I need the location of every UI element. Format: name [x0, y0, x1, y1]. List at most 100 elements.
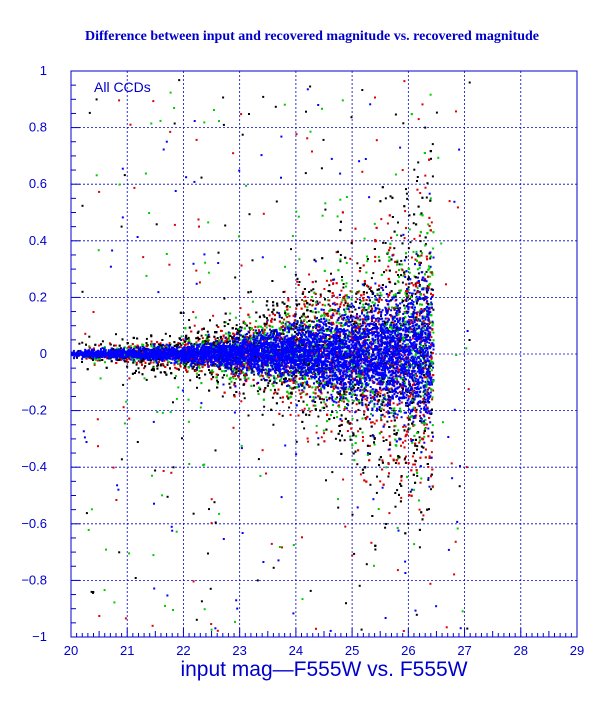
data-point: [272, 424, 274, 426]
cloud-point: [179, 343, 181, 345]
cloud-point: [419, 267, 421, 269]
cloud-point: [285, 323, 287, 325]
cloud-point: [372, 272, 374, 274]
cloud-point: [413, 251, 415, 253]
cloud-point: [399, 263, 401, 265]
cloud-point: [182, 343, 184, 345]
data-point: [317, 444, 319, 446]
cloud-point: [416, 475, 418, 477]
cloud-point: [231, 373, 233, 375]
cloud-point: [336, 411, 338, 413]
cloud-point: [365, 309, 367, 311]
cloud-point: [281, 317, 283, 319]
cloud-point: [409, 228, 411, 230]
cloud-point: [419, 436, 421, 438]
cloud-point: [391, 412, 393, 414]
cloud-point: [427, 466, 429, 468]
cloud-point: [330, 273, 332, 275]
cloud-point: [419, 546, 421, 548]
cloud-point: [275, 378, 277, 380]
cloud-point: [410, 241, 412, 243]
cloud-point: [387, 266, 389, 268]
cloud-point: [290, 402, 292, 404]
data-point: [250, 291, 252, 293]
cloud-point: [182, 339, 184, 341]
data-point: [98, 345, 100, 347]
data-point: [323, 432, 325, 434]
cloud-point: [432, 424, 434, 426]
cloud-point: [304, 408, 306, 410]
data-point: [306, 404, 308, 406]
cloud-point: [359, 302, 361, 304]
cloud-point: [428, 265, 430, 267]
data-point: [222, 395, 224, 397]
cloud-point: [250, 335, 252, 337]
cloud-point: [273, 375, 275, 377]
cloud-point: [335, 438, 337, 440]
cloud-point: [235, 328, 237, 330]
data-point: [295, 274, 297, 276]
cloud-point: [404, 440, 406, 442]
cloud-point: [418, 442, 420, 444]
cloud-point: [284, 310, 286, 312]
cloud-point: [325, 396, 327, 398]
cloud-point: [416, 180, 418, 182]
cloud-point: [387, 476, 389, 478]
data-point: [407, 523, 409, 525]
cloud-point: [339, 313, 341, 315]
cloud-point: [406, 343, 408, 345]
cloud-point: [416, 445, 418, 447]
data-point: [188, 319, 190, 321]
cloud-point: [423, 294, 425, 296]
cloud-point: [430, 336, 432, 338]
cloud-point: [336, 297, 338, 299]
cloud-point: [363, 299, 365, 301]
cloud-point: [393, 402, 395, 404]
cloud-point: [346, 262, 348, 264]
cloud-point: [174, 367, 176, 369]
cloud-point: [313, 405, 315, 407]
cloud-point: [400, 445, 402, 447]
cloud-point: [289, 306, 291, 308]
cloud-point: [315, 397, 317, 399]
cloud-point: [332, 390, 334, 392]
cloud-point: [310, 299, 312, 301]
cloud-point: [413, 238, 415, 240]
data-point: [362, 472, 364, 474]
cloud-point: [432, 143, 434, 145]
cloud-point: [408, 424, 410, 426]
cloud-point: [268, 382, 270, 384]
cloud-point: [378, 256, 380, 258]
cloud-point: [352, 514, 354, 516]
cloud-point: [404, 307, 406, 309]
cloud-point: [319, 302, 321, 304]
cloud-point: [384, 405, 386, 407]
cloud-point: [298, 389, 300, 391]
cloud-point: [393, 433, 395, 435]
cloud-point: [138, 367, 140, 369]
cloud-point: [198, 374, 200, 376]
cloud-point: [301, 409, 303, 411]
cloud-point: [365, 404, 367, 406]
cloud-point: [374, 223, 376, 225]
cloud-point: [386, 421, 388, 423]
cloud-point: [432, 248, 434, 250]
cloud-point: [288, 325, 290, 327]
cloud-point: [280, 397, 282, 399]
cloud-point: [404, 259, 406, 261]
cloud-point: [420, 478, 422, 480]
cloud-point: [263, 391, 265, 393]
cloud-point: [305, 316, 307, 318]
cloud-point: [217, 337, 219, 339]
data-point: [345, 282, 347, 284]
cloud-point: [428, 508, 430, 510]
cloud-point: [352, 402, 354, 404]
cloud-point: [430, 302, 432, 304]
cloud-point: [315, 281, 317, 283]
data-point: [239, 393, 241, 395]
cloud-point: [411, 257, 413, 259]
data-point: [351, 240, 353, 242]
cloud-point: [421, 304, 423, 306]
